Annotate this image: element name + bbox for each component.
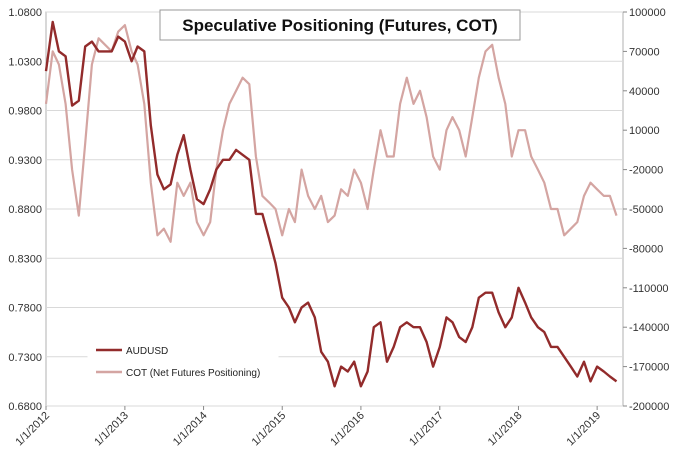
x-tick-label: 1/1/2014 <box>171 410 210 449</box>
x-tick-label: 1/1/2012 <box>13 410 52 449</box>
legend: AUDUSD COT (Net Futures Positioning) <box>87 336 279 386</box>
x-tick-label: 1/1/2017 <box>407 410 446 449</box>
right-tick-label: 10000 <box>629 125 660 137</box>
series-line-cot <box>44 24 618 243</box>
right-tick-label: 100000 <box>629 7 666 19</box>
right-tick-label: 70000 <box>629 46 660 58</box>
right-axis: -200000 -170000 -140000 -110000 -80000 -50000… <box>623 7 669 413</box>
left-tick-label: 0.7300 <box>8 352 42 364</box>
x-tick-label: 1/1/2016 <box>328 410 367 449</box>
series-lines <box>44 20 618 388</box>
left-tick-label: 0.8300 <box>8 253 42 265</box>
left-tick-label: 0.8800 <box>8 204 42 216</box>
left-tick-label: 1.0800 <box>8 7 42 19</box>
left-tick-label: 1.0300 <box>8 56 42 68</box>
right-tick-label: -20000 <box>629 165 663 177</box>
legend-label-cot: COT (Net Futures Positioning) <box>126 368 260 379</box>
right-tick-label: -110000 <box>629 283 669 295</box>
chart-title: Speculative Positioning (Futures, COT) <box>182 16 497 35</box>
left-tick-label: 0.9300 <box>8 155 42 167</box>
series-line-audusd <box>44 20 618 388</box>
right-tick-label: -50000 <box>629 204 663 216</box>
x-axis: 1/1/2012 1/1/2013 1/1/2014 1/1/2015 1/1/2016… <box>13 406 603 448</box>
left-tick-label: 0.7800 <box>8 303 42 315</box>
x-tick-label: 1/1/2019 <box>564 410 603 449</box>
right-tick-label: 40000 <box>629 86 660 98</box>
right-tick-label: -200000 <box>629 401 669 413</box>
chart-title-background <box>159 9 521 41</box>
legend-label-audusd: AUDUSD <box>126 346 168 357</box>
right-tick-label: -140000 <box>629 322 669 334</box>
chart-title-box: Speculative Positioning (Futures, COT) <box>159 9 521 41</box>
right-tick-label: -170000 <box>629 362 669 374</box>
left-tick-label: 0.6800 <box>8 401 42 413</box>
legend-box <box>87 336 279 386</box>
x-tick-label: 1/1/2018 <box>486 410 525 449</box>
x-tick-label: 1/1/2013 <box>92 410 131 449</box>
left-axis: 0.6800 0.7300 0.7800 0.8300 0.8800 0.9300 0.98… <box>8 7 42 413</box>
x-tick-label: 1/1/2015 <box>250 410 289 449</box>
right-tick-label: -80000 <box>629 243 663 255</box>
left-tick-label: 0.9800 <box>8 106 42 118</box>
